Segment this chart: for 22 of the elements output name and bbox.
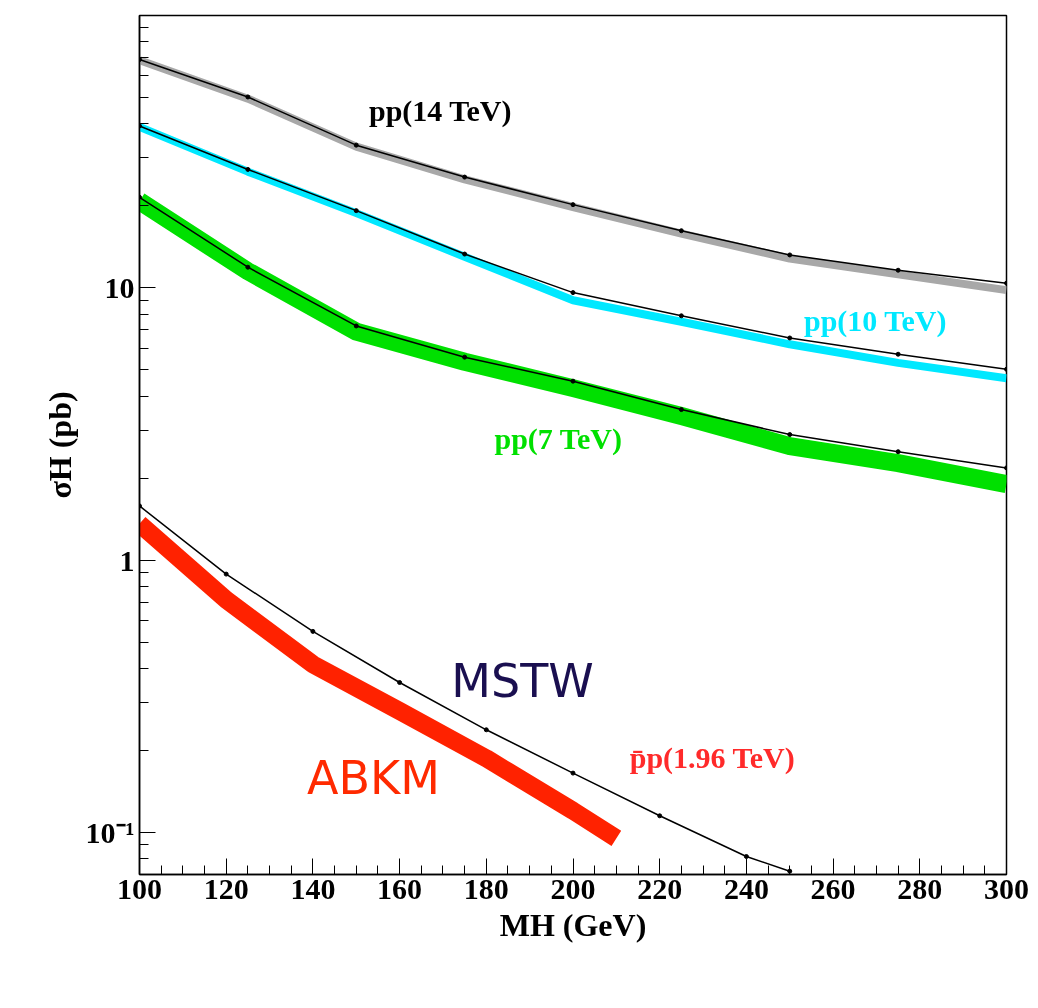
annotation: ABKM [307, 750, 440, 805]
y-tick-label: 1 [119, 543, 135, 577]
annotation: pp(14 TeV) [368, 94, 512, 128]
x-tick-label: 140 [290, 871, 336, 905]
annotation: pp(10 TeV) [803, 304, 947, 338]
y-tick-label: 10 [104, 271, 135, 305]
annotation: p̄p(1.96 TeV) [629, 741, 795, 775]
x-tick-label: 180 [463, 871, 509, 905]
x-tick-label: 120 [203, 871, 249, 905]
x-tick-label: 260 [810, 871, 856, 905]
y-axis-title: σH (pb) [41, 391, 78, 499]
x-tick-label: 240 [723, 871, 769, 905]
annotation: pp(7 TeV) [494, 422, 622, 456]
x-tick-label: 280 [897, 871, 943, 905]
x-tick-label: 100 [117, 871, 162, 905]
x-tick-label: 160 [377, 871, 423, 905]
x-tick-label: 200 [550, 871, 596, 905]
x-tick-label: 300 [984, 871, 1029, 905]
annotation: MSTW [451, 653, 594, 708]
x-tick-label: 220 [637, 871, 683, 905]
x-axis-title: MH (GeV) [499, 906, 647, 943]
y-tick-label: 10⁻¹ [85, 815, 135, 849]
